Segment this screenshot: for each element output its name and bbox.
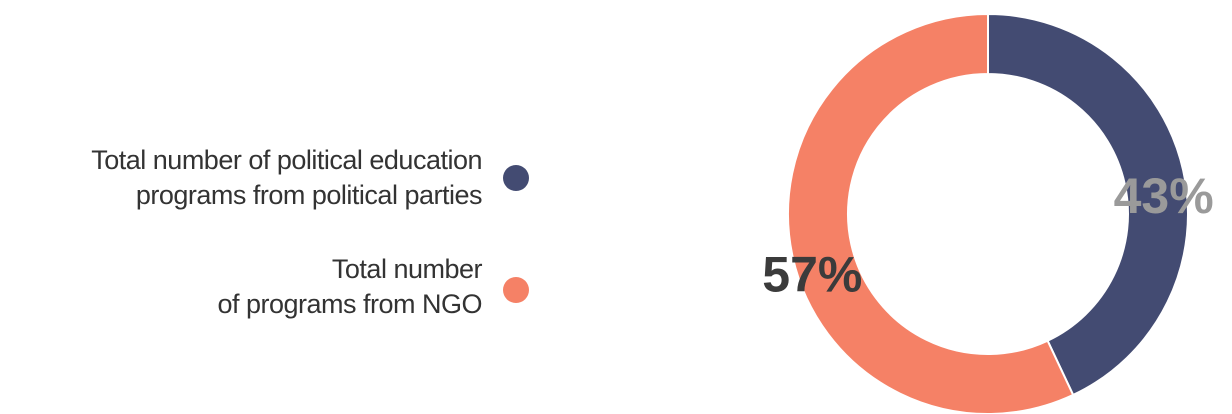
- value-label: 57%: [762, 246, 862, 302]
- legend-swatch: [503, 165, 529, 191]
- legend-swatch: [503, 277, 529, 303]
- legend-label: Total number of programs from NGO: [217, 254, 482, 319]
- donut-segment: [787, 12, 1075, 414]
- legend-label: Total number of political education prog…: [91, 145, 482, 210]
- value-label: 43%: [1114, 168, 1214, 224]
- donut-segment: [987, 12, 1189, 397]
